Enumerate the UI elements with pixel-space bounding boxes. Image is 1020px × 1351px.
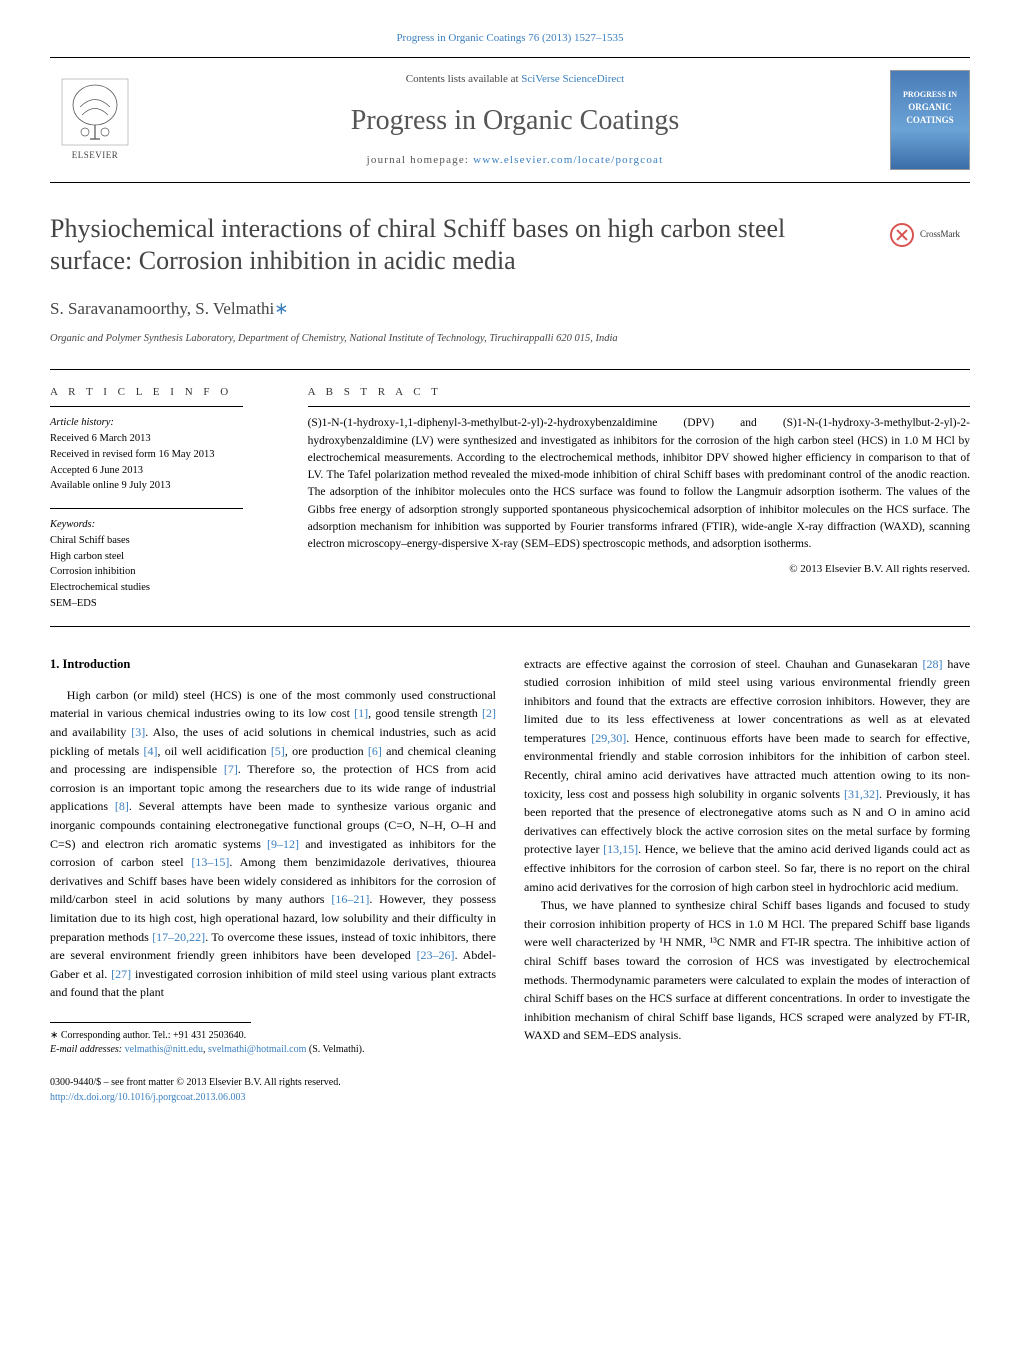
ref-2[interactable]: [2] bbox=[482, 706, 496, 720]
history-label: Article history: bbox=[50, 415, 292, 431]
column-left: 1. Introduction High carbon (or mild) st… bbox=[50, 655, 496, 1057]
elsevier-tree-icon bbox=[60, 77, 130, 147]
ref-13-15b[interactable]: [13,15] bbox=[603, 842, 638, 856]
ref-9-12[interactable]: [9–12] bbox=[267, 837, 299, 851]
cover-text-3: COATINGS bbox=[906, 114, 953, 128]
corresponding-footnote: ∗ Corresponding author. Tel.: +91 431 25… bbox=[50, 1029, 496, 1057]
t3: and availability bbox=[50, 725, 131, 739]
authors: S. Saravanamoorthy, S. Velmathi∗ bbox=[50, 296, 970, 322]
ref-13-15[interactable]: [13–15] bbox=[191, 855, 229, 869]
abstract-text: (S)1-N-(1-hydroxy-1,1-diphenyl-3-methylb… bbox=[308, 415, 970, 553]
body-columns: 1. Introduction High carbon (or mild) st… bbox=[50, 655, 970, 1057]
header-center: Contents lists available at SciVerse Sci… bbox=[140, 71, 890, 168]
ref-1[interactable]: [1] bbox=[354, 706, 368, 720]
affiliation: Organic and Polymer Synthesis Laboratory… bbox=[50, 331, 970, 347]
crossmark-badge[interactable]: CrossMark bbox=[890, 221, 970, 249]
ref-16-21[interactable]: [16–21] bbox=[331, 892, 369, 906]
rule-top bbox=[50, 57, 970, 58]
r1: extracts are effective against the corro… bbox=[524, 657, 923, 671]
email-label: E-mail addresses: bbox=[50, 1044, 125, 1055]
crossmark-icon bbox=[890, 223, 914, 247]
abstract-block: A B S T R A C T (S)1-N-(1-hydroxy-1,1-di… bbox=[308, 370, 970, 626]
article-title: Physiochemical interactions of chiral Sc… bbox=[50, 213, 870, 278]
contents-list: Contents lists available at SciVerse Sci… bbox=[140, 71, 890, 88]
history-online: Available online 9 July 2013 bbox=[50, 478, 292, 494]
ref-5[interactable]: [5] bbox=[271, 744, 285, 758]
contents-prefix: Contents lists available at bbox=[406, 73, 521, 85]
col2-para-1: extracts are effective against the corro… bbox=[524, 655, 970, 897]
info-subrule-1 bbox=[50, 406, 243, 407]
abstract-heading: A B S T R A C T bbox=[308, 384, 970, 401]
corresponding-asterisk: ∗ bbox=[274, 299, 288, 318]
corr-author-line: ∗ Corresponding author. Tel.: +91 431 25… bbox=[50, 1029, 496, 1043]
article-info-left: A R T I C L E I N F O Article history: R… bbox=[50, 370, 308, 626]
journal-reference: Progress in Organic Coatings 76 (2013) 1… bbox=[50, 30, 970, 47]
history-received: Received 6 March 2013 bbox=[50, 431, 292, 447]
t6: , ore production bbox=[285, 744, 368, 758]
homepage-link[interactable]: www.elsevier.com/locate/porgcoat bbox=[473, 154, 663, 166]
ref-8[interactable]: [8] bbox=[115, 799, 129, 813]
ref-3[interactable]: [3] bbox=[131, 725, 145, 739]
ref-27[interactable]: [27] bbox=[111, 967, 131, 981]
footnote-rule bbox=[50, 1022, 251, 1023]
t2: , good tensile strength bbox=[368, 706, 482, 720]
email-suffix: (S. Velmathi). bbox=[306, 1044, 364, 1055]
rule-below-abstract bbox=[50, 626, 970, 627]
copyright-line: © 2013 Elsevier B.V. All rights reserved… bbox=[308, 561, 970, 578]
t5: , oil well acidification bbox=[157, 744, 270, 758]
ref-23-26[interactable]: [23–26] bbox=[417, 948, 455, 962]
email-1[interactable]: velmathis@nitt.edu bbox=[125, 1044, 203, 1055]
ref-31-32[interactable]: [31,32] bbox=[844, 787, 879, 801]
cover-text-2: ORGANIC bbox=[908, 101, 952, 115]
ref-7[interactable]: [7] bbox=[224, 762, 238, 776]
ref-4[interactable]: [4] bbox=[143, 744, 157, 758]
ref-6[interactable]: [6] bbox=[368, 744, 382, 758]
authors-names: S. Saravanamoorthy, S. Velmathi bbox=[50, 299, 274, 318]
keyword-1: High carbon steel bbox=[50, 549, 292, 565]
keyword-4: SEM–EDS bbox=[50, 596, 292, 612]
intro-heading: 1. Introduction bbox=[50, 655, 496, 674]
journal-cover-thumb: PROGRESS IN ORGANIC COATINGS bbox=[890, 70, 970, 170]
rule-header-bottom bbox=[50, 182, 970, 183]
homepage-label: journal homepage: bbox=[367, 154, 474, 166]
elsevier-logo: ELSEVIER bbox=[50, 70, 140, 170]
keyword-0: Chiral Schiff bases bbox=[50, 533, 292, 549]
email-2[interactable]: svelmathi@hotmail.com bbox=[208, 1044, 306, 1055]
journal-header: ELSEVIER Contents lists available at Sci… bbox=[50, 62, 970, 178]
elsevier-label: ELSEVIER bbox=[72, 149, 119, 163]
intro-para-1: High carbon (or mild) steel (HCS) is one… bbox=[50, 686, 496, 1002]
crossmark-label: CrossMark bbox=[920, 228, 960, 242]
doi-link[interactable]: http://dx.doi.org/10.1016/j.porgcoat.201… bbox=[50, 1092, 245, 1103]
ref-28[interactable]: [28] bbox=[923, 657, 943, 671]
journal-title: Progress in Organic Coatings bbox=[140, 100, 890, 142]
journal-ref-link[interactable]: Progress in Organic Coatings 76 (2013) 1… bbox=[396, 32, 623, 44]
cover-text-1: PROGRESS IN bbox=[903, 89, 957, 101]
column-right: extracts are effective against the corro… bbox=[524, 655, 970, 1057]
info-subrule-2 bbox=[50, 508, 243, 509]
col2-para-2: Thus, we have planned to synthesize chir… bbox=[524, 896, 970, 1045]
journal-homepage: journal homepage: www.elsevier.com/locat… bbox=[140, 152, 890, 169]
history-accepted: Accepted 6 June 2013 bbox=[50, 463, 292, 479]
keyword-2: Corrosion inhibition bbox=[50, 564, 292, 580]
abstract-rule bbox=[308, 406, 970, 407]
footer-copyright: 0300-9440/$ – see front matter © 2013 El… bbox=[50, 1075, 970, 1090]
footer-block: 0300-9440/$ – see front matter © 2013 El… bbox=[50, 1075, 970, 1105]
keyword-3: Electrochemical studies bbox=[50, 580, 292, 596]
article-info-row: A R T I C L E I N F O Article history: R… bbox=[50, 369, 970, 626]
sciencedirect-link[interactable]: SciVerse ScienceDirect bbox=[521, 73, 624, 85]
ref-29-30[interactable]: [29,30] bbox=[591, 731, 626, 745]
keywords-label: Keywords: bbox=[50, 517, 292, 533]
history-revised: Received in revised form 16 May 2013 bbox=[50, 447, 292, 463]
ref-17-20-22[interactable]: [17–20,22] bbox=[152, 930, 205, 944]
title-row: Physiochemical interactions of chiral Sc… bbox=[50, 213, 970, 278]
article-info-heading: A R T I C L E I N F O bbox=[50, 384, 292, 401]
